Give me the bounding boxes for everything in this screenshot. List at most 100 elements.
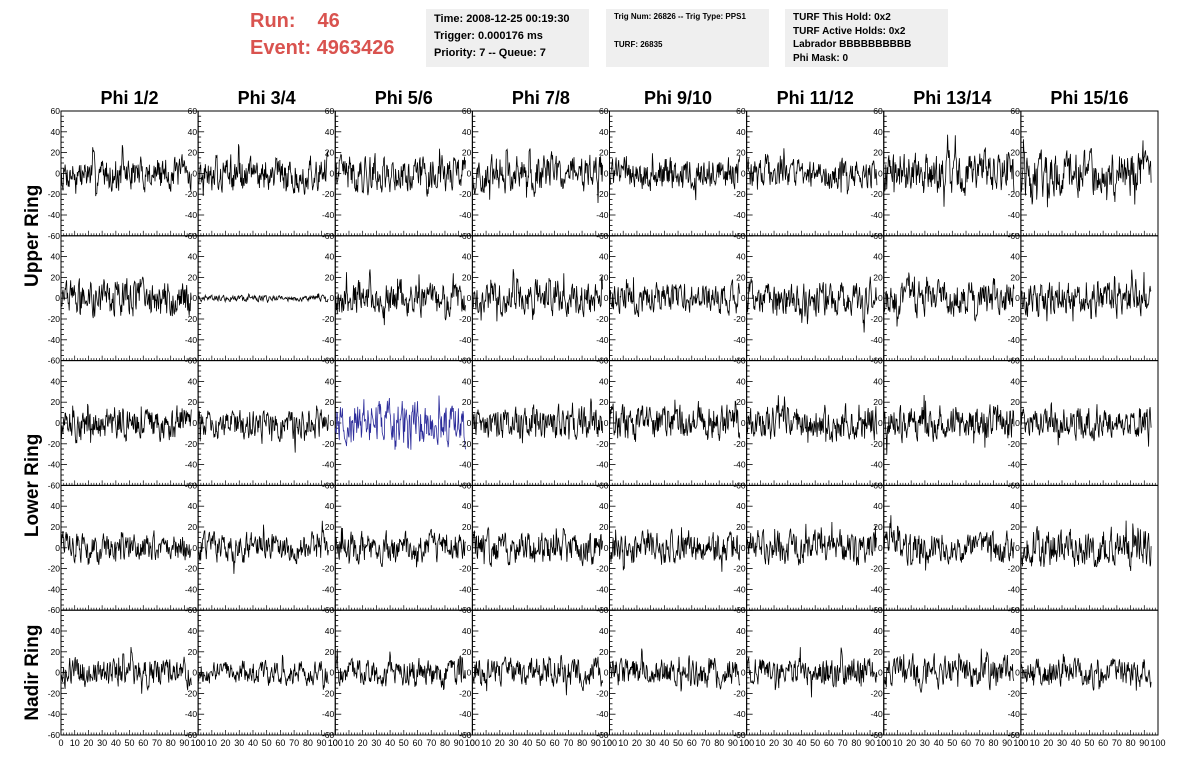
y-tick-label: 40 [873,127,883,137]
column-title: Phi 9/10 [644,88,712,108]
column-title: Phi 15/16 [1050,88,1128,108]
waveform-trace [197,654,329,690]
x-tick-label: 100 [739,738,754,748]
y-tick-label: 40 [188,127,198,137]
y-tick-label: -40 [1008,335,1021,345]
x-tick-label: 60 [824,738,834,748]
x-tick-label: 100 [328,738,343,748]
x-tick-label: 20 [769,738,779,748]
y-tick-label: 0 [192,418,197,428]
x-tick-label: 80 [166,738,176,748]
y-tick-label: 0 [1015,418,1020,428]
y-tick-label: 40 [736,501,746,511]
waveform-trace [1020,653,1152,691]
x-tick-label: 100 [1013,738,1028,748]
y-tick-label: 0 [55,168,60,178]
x-tick-label: 30 [920,738,930,748]
y-tick-label: 60 [462,106,472,116]
y-tick-label: -20 [733,564,746,574]
y-tick-label: -40 [48,210,61,220]
y-tick-label: -20 [596,688,609,698]
y-tick-label: -60 [870,730,883,740]
x-tick-label: 40 [659,738,669,748]
run-value: 46 [317,10,340,32]
run-event-box: Run: 46 Event: 4963426 [250,8,395,62]
y-tick-label: 0 [467,418,472,428]
x-tick-label: 50 [536,738,546,748]
y-tick-label: -20 [48,439,61,449]
x-tick-label: 50 [262,738,272,748]
x-tick-label: 40 [111,738,121,748]
y-tick-label: 0 [878,543,883,553]
y-tick-label: -40 [596,210,609,220]
x-tick-label: 90 [179,738,189,748]
waveform-trace [746,395,878,443]
y-tick-label: 20 [1010,397,1020,407]
y-tick-label: -40 [733,709,746,719]
x-tick-label: 10 [1030,738,1040,748]
y-tick-label: -40 [48,335,61,345]
x-tick-label: 100 [1150,738,1165,748]
y-tick-label: 60 [188,106,198,116]
y-tick-label: -40 [48,584,61,594]
y-tick-label: 0 [604,168,609,178]
y-tick-label: 20 [599,522,609,532]
waveform-trace [883,134,1015,207]
y-tick-label: -40 [322,584,335,594]
y-tick-label: -20 [596,314,609,324]
y-tick-label: 0 [330,168,335,178]
y-tick-label: -20 [459,688,472,698]
y-tick-label: 20 [51,148,61,158]
y-tick-label: 40 [1010,127,1020,137]
y-tick-label: 40 [736,252,746,262]
x-tick-label: 0 [470,738,475,748]
y-tick-label: 20 [462,522,472,532]
y-tick-label: 40 [462,127,472,137]
y-tick-label: -60 [1008,730,1021,740]
x-tick-label: 50 [1084,738,1094,748]
y-tick-label: 20 [599,647,609,657]
x-tick-label: 60 [550,738,560,748]
y-tick-label: 0 [192,668,197,678]
x-tick-label: 10 [618,738,628,748]
y-tick-label: 40 [51,501,61,511]
y-tick-label: -40 [322,460,335,470]
x-tick-label: 80 [577,738,587,748]
x-tick-label: 60 [961,738,971,748]
x-tick-label: 60 [138,738,148,748]
x-tick-label: 40 [934,738,944,748]
y-tick-label: -20 [870,189,883,199]
panel-frame [471,609,610,736]
y-tick-label: 0 [1015,168,1020,178]
x-tick-label: 90 [728,738,738,748]
y-tick-label: -60 [48,605,61,615]
y-tick-label: 40 [1010,376,1020,386]
waveform-trace [334,395,466,450]
y-tick-label: 0 [741,168,746,178]
y-tick-label: 20 [51,397,61,407]
y-tick-label: -20 [322,189,335,199]
row-label: Lower Ring [22,434,43,537]
waveform-trace [1020,520,1152,572]
waveform-trace [197,520,329,574]
y-tick-label: 40 [1010,252,1020,262]
x-tick-label: 0 [881,738,886,748]
y-tick-label: 0 [467,543,472,553]
column-title: Phi 5/6 [375,88,433,108]
waveform-trace [746,276,878,333]
x-tick-label: 40 [385,738,395,748]
y-tick-label: -40 [870,210,883,220]
x-tick-label: 10 [207,738,217,748]
y-tick-label: 40 [188,376,198,386]
x-tick-label: 70 [289,738,299,748]
y-tick-label: -40 [1008,584,1021,594]
y-tick-label: 40 [599,252,609,262]
x-tick-label: 80 [988,738,998,748]
x-tick-label: 70 [700,738,710,748]
x-tick-label: 0 [744,738,749,748]
waveform-trace [609,153,741,201]
y-tick-label: 0 [55,293,60,303]
waveform-trace [609,527,741,572]
waveform-trace [334,269,466,326]
y-tick-label: -20 [733,688,746,698]
